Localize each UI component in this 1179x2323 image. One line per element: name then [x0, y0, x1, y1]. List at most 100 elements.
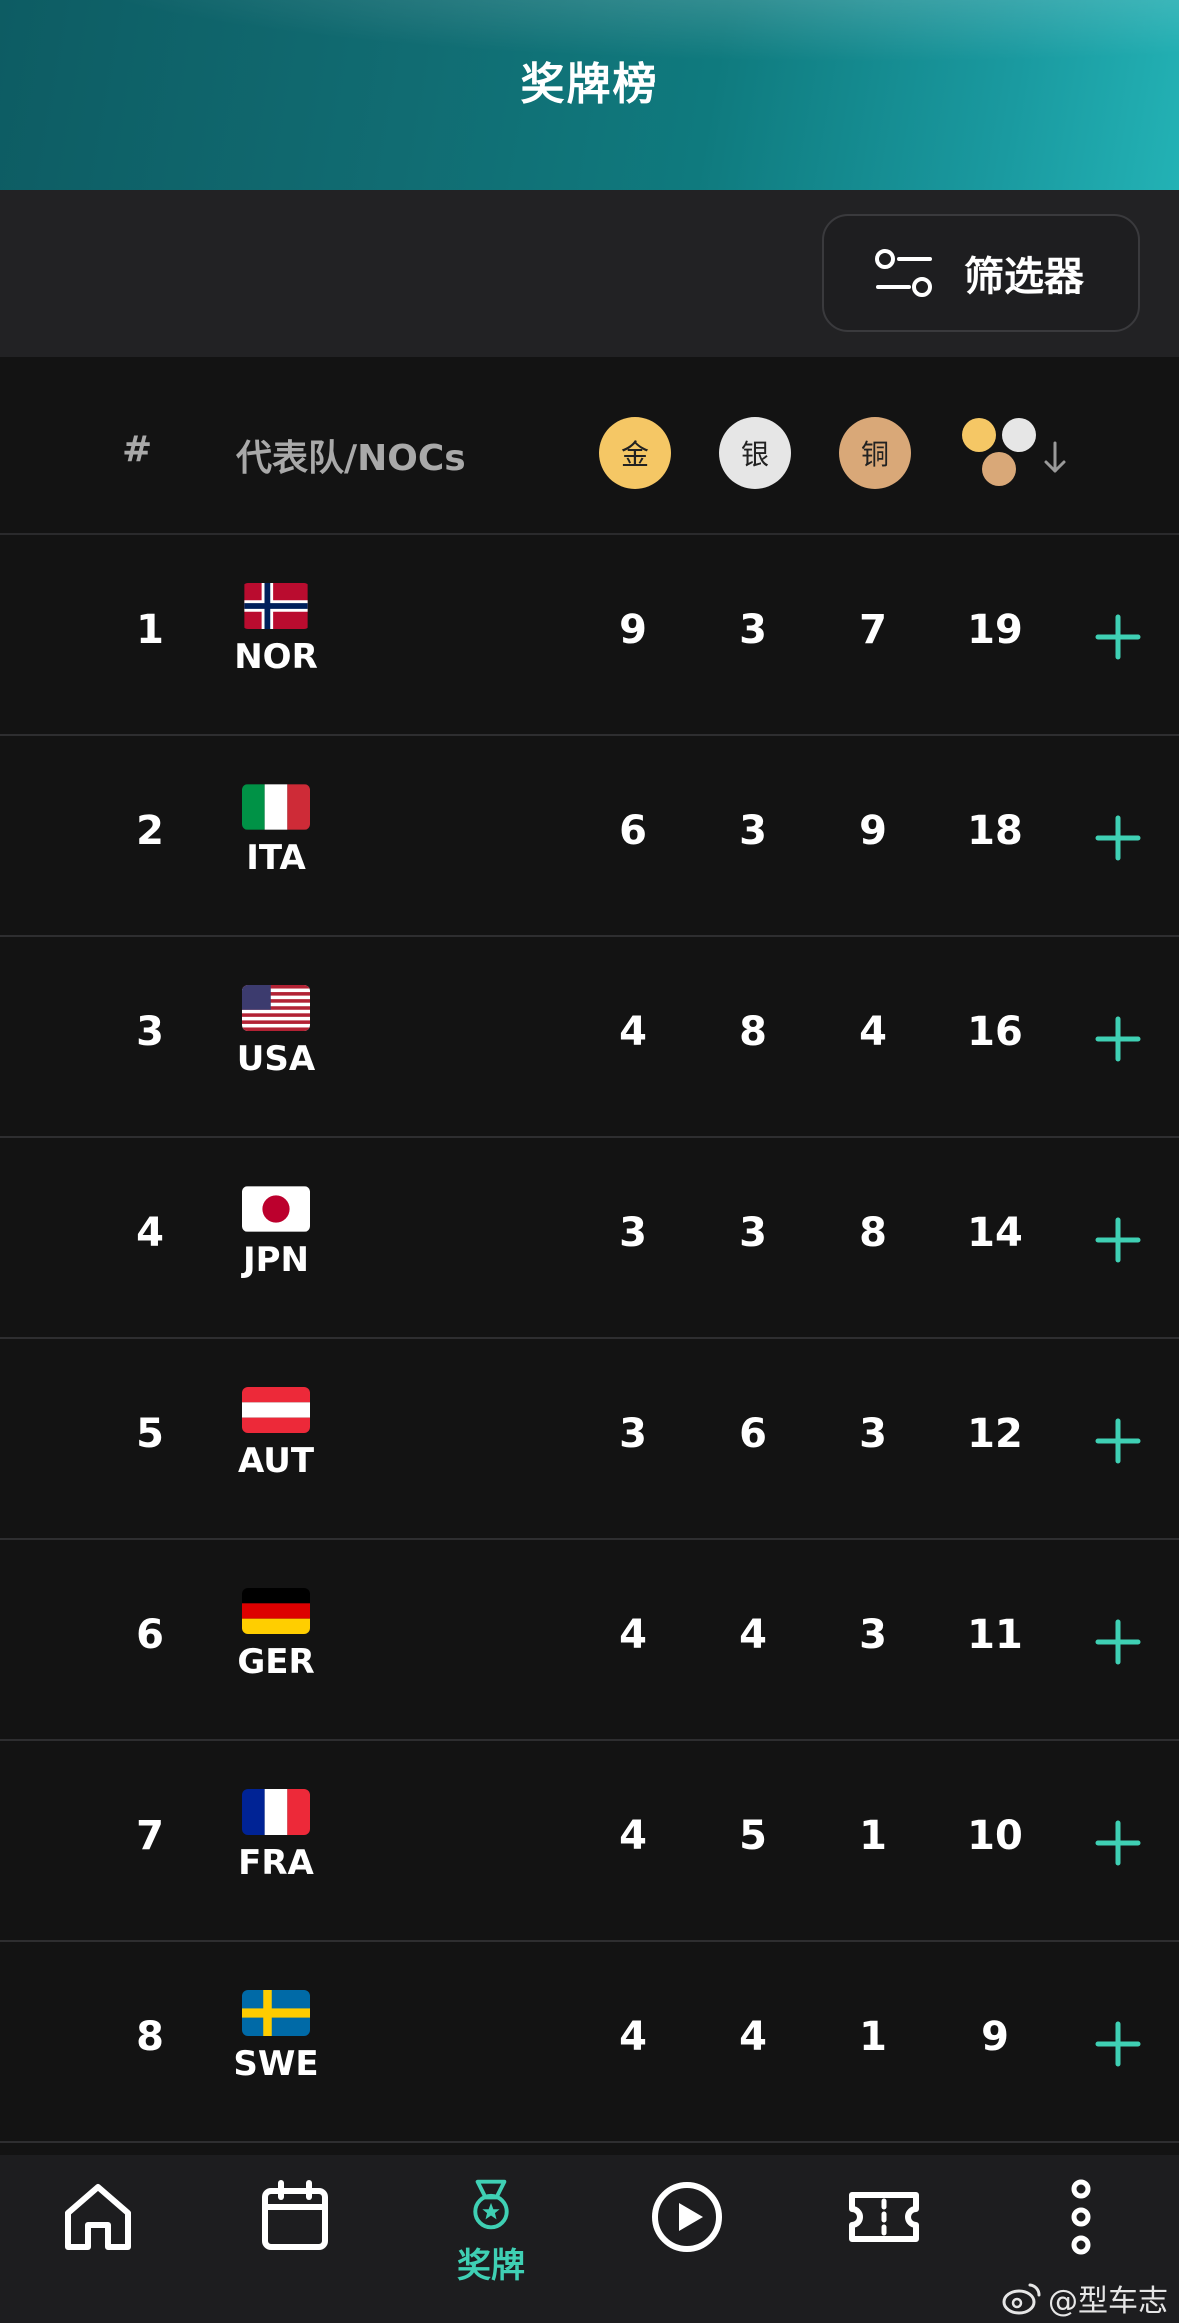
bronze-count: 8 — [859, 1210, 887, 1256]
usa-flag-icon — [242, 985, 310, 1031]
gold-label: 金 — [620, 438, 649, 471]
austria-flag-icon — [242, 1387, 310, 1433]
total-count: 9 — [981, 2014, 1009, 2060]
filter-bar: 筛选器 — [0, 190, 1179, 357]
gold-count: 6 — [619, 808, 647, 854]
plus-icon[interactable] — [1094, 1417, 1142, 1465]
bronze-count: 9 — [859, 808, 887, 854]
medal-icon — [473, 2179, 509, 2230]
germany-flag-icon — [242, 1588, 310, 1634]
gold-count: 4 — [619, 2014, 647, 2060]
table-header: # 代表队/NOCs 金 银 铜 — [0, 357, 1179, 535]
gold-count: 4 — [619, 1813, 647, 1859]
total-count: 18 — [967, 808, 1023, 854]
noc-code: NOR — [234, 637, 318, 677]
sweden-flag-icon — [242, 1990, 310, 2036]
silver-label: 银 — [740, 438, 769, 471]
france-flag-icon — [242, 1789, 310, 1835]
home-icon — [65, 2184, 131, 2250]
rank: 2 — [136, 808, 164, 854]
rank: 5 — [136, 1411, 164, 1457]
silver-column-header[interactable]: 银 — [719, 417, 791, 489]
gold-count: 4 — [619, 1009, 647, 1055]
filter-icon — [875, 249, 932, 297]
gold-count: 3 — [619, 1411, 647, 1457]
silver-count: 6 — [739, 1411, 767, 1457]
italy-flag-icon — [242, 784, 310, 830]
rank: 3 — [136, 1009, 164, 1055]
nav-schedule[interactable] — [245, 2177, 345, 2287]
page-title: 奖牌榜 — [520, 59, 659, 110]
silver-count: 3 — [739, 607, 767, 653]
bronze-count: 1 — [859, 2014, 887, 2060]
noc-code: JPN — [242, 1240, 310, 1280]
medal-table: 1 NOR 9 3 7 19 2 ITA 6 3 9 18 — [0, 535, 1179, 2143]
silver-count: 8 — [739, 1009, 767, 1055]
total-medals-sort-icon[interactable] — [955, 413, 1075, 493]
plus-icon[interactable] — [1094, 1216, 1142, 1264]
bottom-nav: 奖牌 — [0, 2155, 1179, 2323]
table-row[interactable]: 5 AUT 3 6 3 12 — [0, 1339, 1179, 1540]
nav-tickets[interactable] — [834, 2177, 934, 2287]
noc-code: ITA — [246, 838, 306, 878]
nav-video[interactable] — [637, 2177, 737, 2287]
filter-button[interactable]: 筛选器 — [822, 214, 1140, 332]
table-row[interactable]: 2 ITA 6 3 9 18 — [0, 736, 1179, 937]
gold-count: 3 — [619, 1210, 647, 1256]
calendar-icon — [262, 2180, 328, 2250]
japan-flag-icon — [242, 1186, 310, 1232]
table-row[interactable]: 8 SWE 4 4 1 9 — [0, 1942, 1179, 2143]
table-row[interactable]: 4 JPN 3 3 8 14 — [0, 1138, 1179, 1339]
team-column-header: 代表队/NOCs — [236, 438, 466, 479]
nav-medals-label: 奖牌 — [457, 2246, 525, 2286]
plus-icon[interactable] — [1094, 1015, 1142, 1063]
total-count: 14 — [967, 1210, 1023, 1256]
rank: 7 — [136, 1813, 164, 1859]
table-row[interactable]: 7 FRA 4 5 1 10 — [0, 1741, 1179, 1942]
play-icon — [652, 2182, 722, 2252]
more-icon — [1071, 2179, 1091, 2255]
plus-icon[interactable] — [1094, 2020, 1142, 2068]
rank: 6 — [136, 1612, 164, 1658]
nav-more[interactable] — [1031, 2177, 1131, 2287]
norway-flag-icon — [244, 583, 308, 629]
watermark: @型车志 — [1002, 2276, 1168, 2320]
silver-count: 3 — [739, 1210, 767, 1256]
silver-count: 5 — [739, 1813, 767, 1859]
rank: 1 — [136, 607, 164, 653]
gold-column-header[interactable]: 金 — [599, 417, 671, 489]
noc-code: AUT — [237, 1441, 315, 1481]
noc-code: GER — [237, 1642, 315, 1682]
noc-code: SWE — [233, 2044, 319, 2084]
rank-column-header: # — [122, 429, 153, 470]
total-count: 10 — [967, 1813, 1023, 1859]
noc-code: FRA — [238, 1843, 314, 1883]
plus-icon[interactable] — [1094, 1819, 1142, 1867]
bronze-count: 4 — [859, 1009, 887, 1055]
nav-home[interactable] — [48, 2177, 148, 2287]
header: 奖牌榜 — [0, 0, 1179, 190]
table-row[interactable]: 1 NOR 9 3 7 19 — [0, 535, 1179, 736]
plus-icon[interactable] — [1094, 613, 1142, 661]
table-row[interactable]: 6 GER 4 4 3 11 — [0, 1540, 1179, 1741]
ticket-icon — [849, 2192, 919, 2242]
total-count: 11 — [967, 1612, 1023, 1658]
filter-label: 筛选器 — [964, 254, 1084, 300]
rank: 4 — [136, 1210, 164, 1256]
total-count: 19 — [967, 607, 1023, 653]
table-row[interactable]: 3 USA 4 8 4 16 — [0, 937, 1179, 1138]
total-count: 16 — [967, 1009, 1023, 1055]
bronze-count: 3 — [859, 1612, 887, 1658]
plus-icon[interactable] — [1094, 814, 1142, 862]
bronze-column-header[interactable]: 铜 — [839, 417, 911, 489]
weibo-icon — [1002, 2283, 1041, 2315]
bronze-count: 3 — [859, 1411, 887, 1457]
bronze-count: 7 — [859, 607, 887, 653]
nav-medals[interactable]: 奖牌 — [441, 2177, 541, 2287]
silver-count: 4 — [739, 2014, 767, 2060]
bronze-count: 1 — [859, 1813, 887, 1859]
silver-count: 3 — [739, 808, 767, 854]
plus-icon[interactable] — [1094, 1618, 1142, 1666]
silver-count: 4 — [739, 1612, 767, 1658]
noc-code: USA — [236, 1039, 316, 1079]
